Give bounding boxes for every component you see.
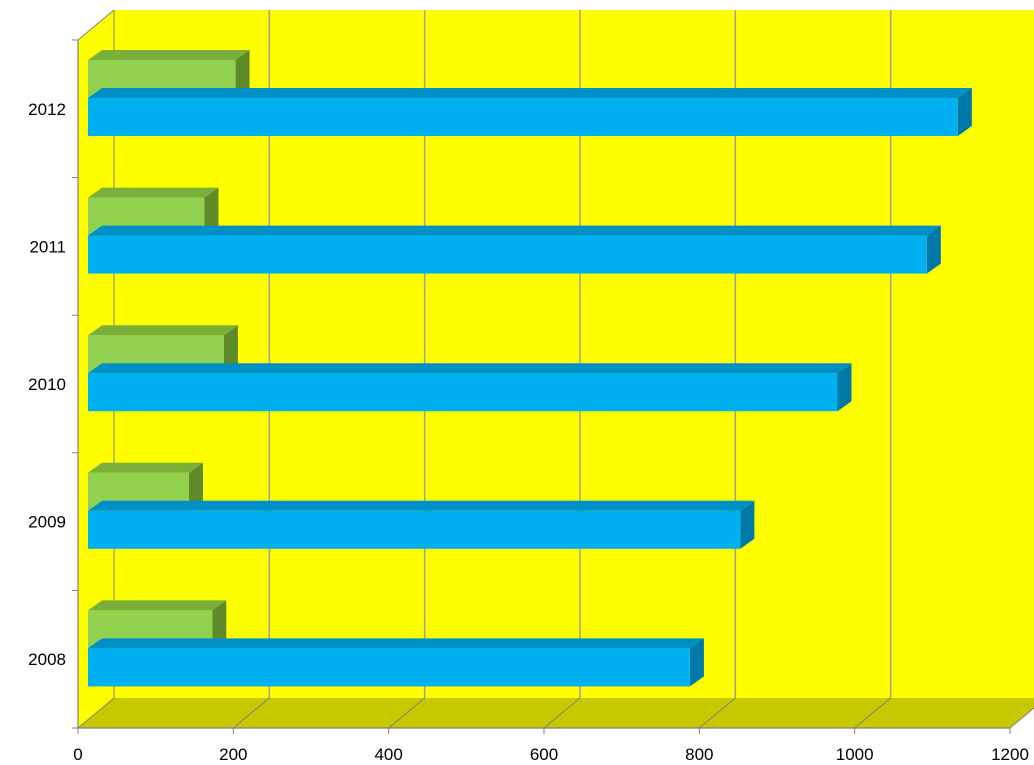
bar-series2-2011 (88, 225, 941, 274)
bar-series2-2008 (88, 638, 704, 687)
bar-series1-2012-top (88, 50, 250, 60)
bar-series1-2010-top (88, 325, 238, 336)
bar-series2-2012-top (88, 88, 972, 98)
bar-series2-2009-front (88, 510, 741, 549)
floor-gridline (388, 697, 425, 729)
floor-gridline (77, 697, 115, 729)
bar-series2-2010-top (88, 363, 852, 374)
bar-series1-2011-top (88, 187, 219, 198)
x-tick-label: 0 (73, 745, 82, 764)
x-tick-label: 1200 (991, 745, 1029, 764)
bar-series2-2011-side (926, 225, 941, 274)
floor-gridline (854, 697, 891, 729)
x-tick-label: 200 (219, 745, 247, 764)
bar-series1-2011-side (204, 187, 219, 236)
bar-series2-2011-front (88, 235, 927, 274)
bar-series1-2012-side (235, 50, 250, 98)
bar-series2-2012-front (88, 98, 958, 136)
x-tick-label: 600 (530, 745, 558, 764)
floor-gridline (543, 697, 581, 729)
bar-series1-2008-side (212, 600, 227, 649)
wall-edge (77, 9, 115, 41)
bar-series2-2012-side (957, 88, 972, 136)
floor-gridline (699, 697, 736, 729)
bar-series2-2010 (88, 363, 852, 412)
bar-series2-2009-side (740, 500, 755, 549)
bar-series1-2010-side (223, 325, 238, 374)
bar-series2-2010-front (88, 373, 838, 412)
y-tick-label: 2012 (28, 100, 66, 119)
bar-series2-2008-top (88, 638, 704, 649)
x-tick-label: 400 (374, 745, 402, 764)
bar-series2-2008-front (88, 648, 690, 687)
bar-series2-2010-side (837, 363, 852, 412)
y-tick-label: 2009 (28, 513, 66, 532)
bar-series2-2009-top (88, 500, 755, 511)
bar-series2-2008-side (689, 638, 704, 687)
y-tick-label: 2011 (29, 237, 66, 256)
floor-gridline (233, 697, 270, 729)
bar-series1-2009-top (88, 462, 203, 473)
x-tick-label: 800 (685, 745, 713, 764)
x-tick-label: 1000 (836, 745, 874, 764)
bar-series2-2011-top (88, 225, 941, 236)
bar-series2-2012 (88, 88, 972, 136)
y-tick-label: 2010 (28, 375, 66, 394)
floor-gridline (1009, 707, 1034, 729)
y-tick-label: 2008 (28, 650, 66, 669)
bar-series1-2009 (88, 462, 203, 511)
bar-series1-2008-top (88, 600, 227, 611)
bar-series2-2009 (88, 500, 755, 549)
bar-series1-2009-side (188, 462, 203, 511)
chart-floor (78, 698, 1034, 728)
